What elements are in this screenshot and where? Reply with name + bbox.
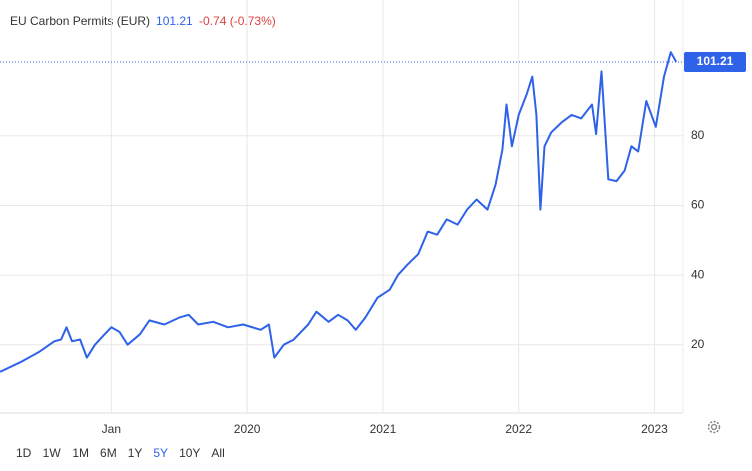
range-button[interactable]: 1Y (128, 446, 143, 460)
range-button[interactable]: 5Y (153, 446, 168, 460)
header-change: -0.74 (-0.73%) (199, 14, 276, 28)
price-badge (684, 51, 746, 72)
range-button[interactable]: All (211, 446, 224, 460)
price-badge-label: 101.21 (697, 54, 734, 68)
y-tick-label: 80 (691, 128, 705, 142)
range-button[interactable]: 1D (16, 446, 32, 460)
x-tick-label: 2023 (641, 422, 668, 436)
x-tick-label: 2020 (234, 422, 261, 436)
price-line (0, 51, 678, 373)
range-button[interactable]: 1W (43, 446, 62, 460)
x-tick-label: Jan (102, 422, 121, 436)
header-price: 101.21 (156, 14, 193, 28)
range-button[interactable]: 1M (72, 446, 89, 460)
settings-icon[interactable] (707, 420, 721, 434)
y-tick-label: 60 (691, 198, 705, 212)
range-button[interactable]: 10Y (179, 446, 200, 460)
range-button[interactable]: 6M (100, 446, 117, 460)
y-tick-label: 40 (691, 267, 705, 281)
y-tick-label: 20 (691, 337, 705, 351)
x-tick-label: 2021 (370, 422, 397, 436)
x-tick-label: 2022 (505, 422, 532, 436)
chart-title: EU Carbon Permits (EUR) (10, 14, 150, 28)
